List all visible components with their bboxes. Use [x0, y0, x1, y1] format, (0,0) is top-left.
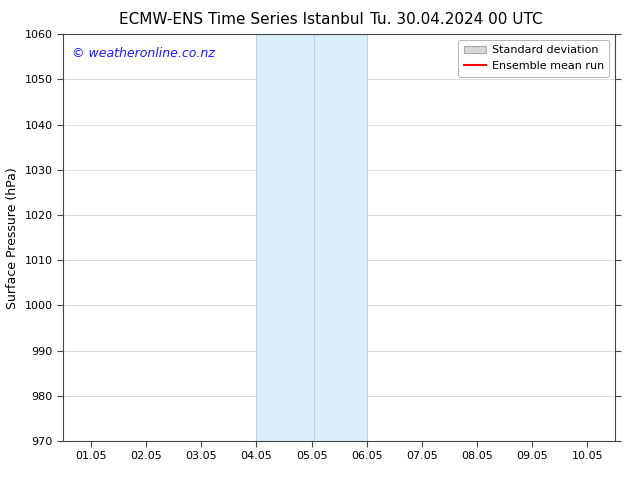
Legend: Standard deviation, Ensemble mean run: Standard deviation, Ensemble mean run [458, 40, 609, 76]
Text: Tu. 30.04.2024 00 UTC: Tu. 30.04.2024 00 UTC [370, 12, 543, 27]
Text: ECMW-ENS Time Series Istanbul: ECMW-ENS Time Series Istanbul [119, 12, 363, 27]
Text: © weatheronline.co.nz: © weatheronline.co.nz [72, 47, 214, 59]
Bar [256, 34, 367, 441]
Y-axis label: Surface Pressure (hPa): Surface Pressure (hPa) [6, 167, 19, 309]
